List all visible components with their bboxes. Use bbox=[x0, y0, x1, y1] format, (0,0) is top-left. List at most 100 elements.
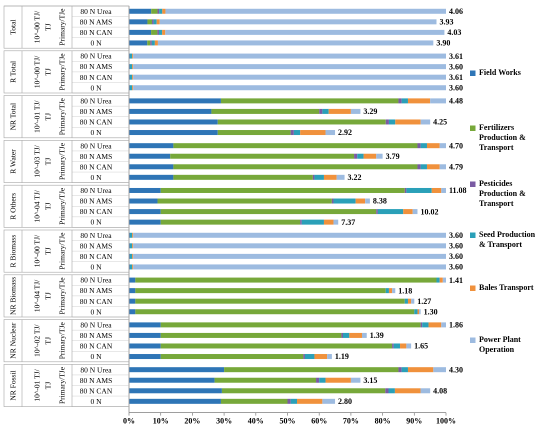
bar-segment bbox=[293, 130, 301, 136]
data-label: 3.60 bbox=[449, 252, 463, 261]
data-label: 1.30 bbox=[424, 307, 438, 316]
plot-area: 4.063.934.033.903.613.603.613.604.483.29… bbox=[129, 7, 467, 406]
legend-label: Pesticides Production & Transport bbox=[479, 179, 526, 208]
bar-segment bbox=[300, 219, 302, 225]
bar-segment bbox=[129, 298, 136, 304]
bar-segment bbox=[404, 298, 408, 304]
group-unit-label: Primary/TJe bbox=[58, 366, 67, 404]
data-label: 3.60 bbox=[449, 263, 463, 272]
data-label: 3.22 bbox=[348, 173, 362, 182]
group-frame bbox=[3, 140, 130, 183]
data-label: 4.70 bbox=[449, 141, 463, 150]
bar-segment bbox=[217, 119, 386, 125]
group-frame bbox=[3, 229, 130, 273]
bar-segment bbox=[129, 53, 133, 59]
bar-segment bbox=[129, 209, 161, 215]
bar-segment bbox=[129, 29, 152, 35]
bar-segment bbox=[129, 377, 215, 383]
bar-segment bbox=[398, 367, 402, 373]
bar-group: 11.08 8.38 10.02 7.37 bbox=[129, 186, 467, 227]
data-label: 4.25 bbox=[433, 118, 447, 127]
group-unit-label: TJ bbox=[44, 337, 53, 345]
row-label: 80 N AMS bbox=[80, 286, 113, 295]
bar-segment bbox=[129, 108, 212, 114]
bar-segment bbox=[150, 40, 152, 46]
bar-segment bbox=[376, 209, 378, 215]
bar-segment bbox=[426, 143, 440, 149]
bar-segment bbox=[132, 264, 134, 270]
bar-segment bbox=[297, 398, 323, 404]
bar-segment bbox=[157, 8, 160, 14]
row-label: 80 N AMS bbox=[80, 241, 113, 250]
bar-segment bbox=[129, 322, 161, 328]
bar-segment bbox=[388, 119, 396, 125]
bar-segment bbox=[147, 19, 153, 25]
bar-segment bbox=[160, 322, 421, 328]
bar-segment bbox=[129, 309, 136, 315]
data-label: 3.79 bbox=[386, 152, 400, 161]
bar-segment bbox=[414, 309, 418, 315]
bar-segment bbox=[129, 198, 158, 204]
legend-label: Seed Production & Transport bbox=[479, 230, 536, 249]
bar-segment bbox=[325, 130, 336, 136]
bar-segment bbox=[314, 354, 328, 360]
row-label: 80 N Urea bbox=[80, 231, 112, 240]
row-label: 0 N bbox=[90, 173, 102, 182]
bar-segment bbox=[160, 187, 405, 193]
data-label: 3.61 bbox=[449, 52, 463, 61]
bar-segment bbox=[406, 187, 432, 193]
bar-segment bbox=[135, 277, 437, 283]
bar-segment bbox=[133, 74, 446, 80]
data-label: 3.60 bbox=[449, 83, 463, 92]
row-label: 80 N AMS bbox=[80, 152, 113, 161]
bar-segment bbox=[319, 108, 323, 114]
bar-segment bbox=[336, 174, 345, 180]
row-label: 0 N bbox=[90, 307, 102, 316]
legend-label: Power Plant Operation bbox=[479, 335, 521, 354]
bar-segment bbox=[129, 119, 218, 125]
bar-segment bbox=[417, 309, 420, 315]
bar-segment bbox=[377, 209, 404, 215]
bar-segment bbox=[404, 187, 407, 193]
bar-group: 3.613.603.613.60 bbox=[129, 52, 463, 92]
x-tick-label: 20% bbox=[184, 417, 200, 426]
bar-segment bbox=[393, 343, 401, 349]
bar-segment bbox=[420, 388, 431, 394]
bar-segment bbox=[129, 243, 133, 249]
group-unit-label: 10^-04 TJ/ bbox=[33, 279, 42, 312]
bar-segment bbox=[160, 343, 393, 349]
bar-segment bbox=[401, 98, 408, 104]
data-label: 4.08 bbox=[433, 386, 447, 395]
bar-segment bbox=[406, 343, 412, 349]
group-unit-label: Primary/TJe bbox=[58, 53, 67, 91]
bar-group: 1.41 1.18 1.271.30 bbox=[129, 276, 463, 316]
bar-segment bbox=[159, 19, 437, 25]
bar-segment bbox=[162, 29, 166, 35]
bar-segment bbox=[129, 264, 133, 270]
row-label: 0 N bbox=[90, 128, 102, 137]
data-label: 7.37 bbox=[341, 218, 355, 227]
group-frame bbox=[3, 95, 130, 139]
group-unit-label: 10^-03 TJ/ bbox=[33, 144, 42, 177]
bar-segment bbox=[129, 74, 133, 80]
group-unit-label: 10^-01 TJ/ bbox=[33, 368, 42, 401]
bar-segment bbox=[162, 8, 166, 14]
row-label: 80 N CAN bbox=[80, 297, 113, 306]
bar-group: 4.30 3.15 4.08 2.80 bbox=[129, 365, 463, 406]
row-label: 80 N AMS bbox=[80, 376, 113, 385]
data-label: 4.30 bbox=[449, 365, 463, 374]
data-label: 1.19 bbox=[335, 352, 349, 361]
bar-segment bbox=[322, 108, 329, 114]
bar-segment bbox=[323, 174, 337, 180]
bar-segment bbox=[300, 130, 326, 136]
bar-segment bbox=[156, 19, 160, 25]
legend-swatch bbox=[470, 285, 476, 291]
x-tick-label: 0% bbox=[123, 417, 135, 426]
bar-segment bbox=[431, 187, 442, 193]
bar-segment bbox=[129, 288, 136, 294]
row-label: 80 N CAN bbox=[80, 386, 113, 395]
bar-segment bbox=[129, 277, 136, 283]
bar-segment bbox=[157, 198, 332, 204]
x-tick-label: 60% bbox=[311, 417, 327, 426]
group-unit-label: 10^-04 TJ/ bbox=[33, 189, 42, 222]
